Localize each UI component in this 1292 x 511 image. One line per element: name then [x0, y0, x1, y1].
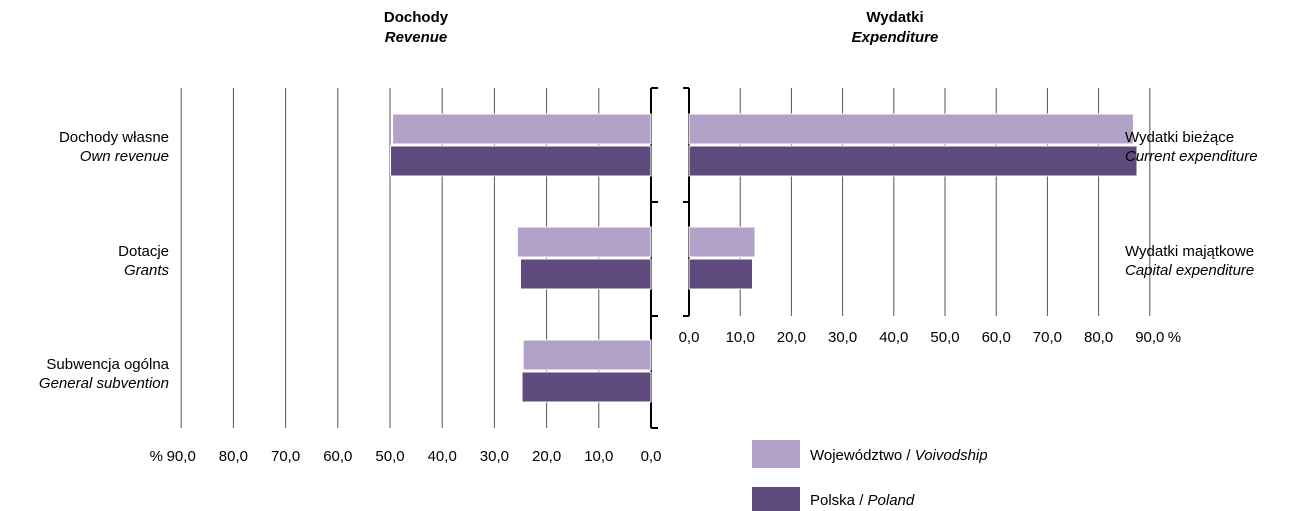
- revenue-x-tick-label: 20,0: [532, 448, 561, 465]
- revenue-gridlines: [180, 87, 658, 429]
- revenue-bar-voivodship: [516, 226, 652, 258]
- expenditure-bar-voivodship: [688, 113, 1134, 145]
- legend-label-voivodship: Województwo / Voivodship: [810, 447, 988, 464]
- expenditure-category-label-en: Current expenditure: [1125, 148, 1258, 165]
- revenue-category-labels: Dochody własne Own revenue Dotacje Grants Su…: [39, 129, 170, 392]
- expenditure-x-tick-label: 20,0: [777, 329, 806, 346]
- revenue-subtitle: Revenue: [385, 29, 448, 46]
- revenue-bar-poland: [521, 371, 652, 403]
- revenue-x-tick-label: 40,0: [428, 448, 457, 465]
- expenditure-x-tick-label: 50,0: [930, 329, 959, 346]
- legend-item-poland: Polska / Poland: [752, 487, 915, 511]
- expenditure-category-labels: Wydatki bieżące Current expenditure Wydatk…: [1125, 129, 1258, 279]
- revenue-x-tick-labels: 90,0 80,0 70,0 60,0 50,0 40,0 30,0 20,0 10,0 0,0%: [150, 448, 662, 465]
- expenditure-bar-voivodship: [688, 226, 756, 258]
- revenue-unit-label: %: [150, 448, 163, 465]
- expenditure-bar-poland: [688, 258, 753, 290]
- expenditure-x-tick-label: 80,0: [1084, 329, 1113, 346]
- revenue-bars: [390, 113, 652, 403]
- revenue-chart: Dochody Revenue 90,0 80,0 70,0 60,0 50,0 40,0…: [39, 9, 662, 465]
- legend-swatch-voivodship: [752, 440, 800, 468]
- legend-item-voivodship: Województwo / Voivodship: [752, 440, 988, 468]
- revenue-bar-poland: [520, 258, 652, 290]
- revenue-title: Dochody: [384, 9, 449, 26]
- expenditure-x-tick-label: 10,0: [726, 329, 755, 346]
- revenue-category-label: Subwencja ogólna: [46, 356, 169, 373]
- revenue-category-label: Dochody własne: [59, 129, 169, 146]
- expenditure-unit-label: %: [1168, 329, 1181, 346]
- revenue-bar-voivodship: [522, 339, 652, 371]
- revenue-x-tick-label: 50,0: [375, 448, 404, 465]
- revenue-category-label-en: Own revenue: [80, 148, 169, 165]
- revenue-category-label: Dotacje: [118, 243, 169, 260]
- revenue-bar-poland: [390, 145, 652, 177]
- expenditure-category-label: Wydatki bieżące: [1125, 129, 1234, 146]
- legend-swatch-poland: [752, 487, 800, 511]
- expenditure-x-tick-label: 70,0: [1033, 329, 1062, 346]
- revenue-x-tick-label: 30,0: [480, 448, 509, 465]
- expenditure-category-label: Wydatki majątkowe: [1125, 243, 1254, 260]
- revenue-x-tick-label: 0,0: [641, 448, 662, 465]
- revenue-x-tick-label: 80,0: [219, 448, 248, 465]
- revenue-x-tick-label: 90,0: [167, 448, 196, 465]
- expenditure-x-tick-label: 30,0: [828, 329, 857, 346]
- expenditure-x-tick-labels: 0,0 10,0 20,0 30,0 40,0 50,0 60,0 70,0 80,0 90,0%: [679, 329, 1182, 346]
- expenditure-x-tick-label: 0,0: [679, 329, 700, 346]
- revenue-x-tick-label: 10,0: [584, 448, 613, 465]
- expenditure-x-tick-label: 40,0: [879, 329, 908, 346]
- expenditure-title: Wydatki: [866, 9, 923, 26]
- revenue-category-label-en: Grants: [124, 262, 170, 279]
- expenditure-bar-poland: [688, 145, 1138, 177]
- legend: Województwo / Voivodship Polska / Poland: [752, 440, 988, 511]
- expenditure-chart: Wydatki Expenditure 0,0 10,0 20,0 30,0 40,0 5…: [679, 9, 1258, 346]
- legend-label-poland: Polska / Poland: [810, 492, 915, 509]
- revenue-x-tick-label: 60,0: [323, 448, 352, 465]
- expenditure-x-tick-label: 90,0: [1135, 329, 1164, 346]
- expenditure-bars: [688, 113, 1138, 290]
- expenditure-category-label-en: Capital expenditure: [1125, 262, 1254, 279]
- expenditure-subtitle: Expenditure: [852, 29, 939, 46]
- revenue-x-tick-label: 70,0: [271, 448, 300, 465]
- revenue-bar-voivodship: [392, 113, 652, 145]
- revenue-category-label-en: General subvention: [39, 375, 169, 392]
- expenditure-x-tick-label: 60,0: [982, 329, 1011, 346]
